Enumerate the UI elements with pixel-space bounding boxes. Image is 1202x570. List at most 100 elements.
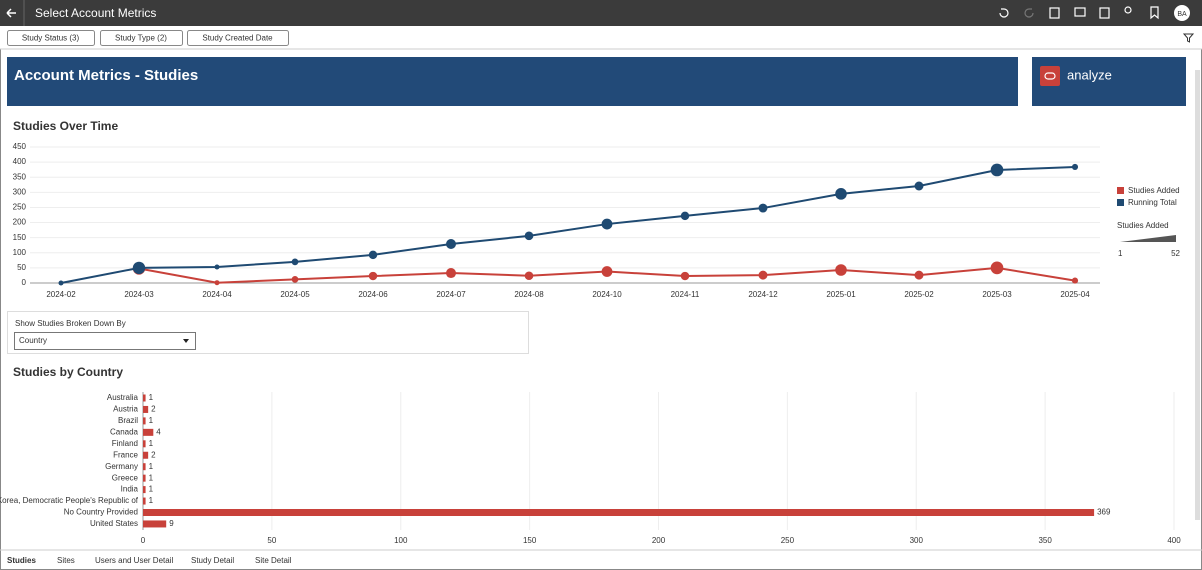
bar[interactable] <box>143 509 1095 516</box>
share-icon[interactable] <box>1124 6 1132 14</box>
y-tick-label: 350 <box>13 172 27 181</box>
size-legend-wedge <box>1120 235 1176 242</box>
point[interactable] <box>758 270 768 280</box>
bar[interactable] <box>143 417 146 425</box>
filter-button[interactable] <box>100 30 183 46</box>
x-tick-label: 2024-10 <box>592 290 622 299</box>
y-tick-label: Korea, Democratic People's Republic of <box>0 496 139 505</box>
point[interactable] <box>835 188 847 200</box>
point[interactable] <box>680 211 690 221</box>
breakdown-select[interactable] <box>14 332 196 350</box>
y-tick-label: No Country Provided <box>64 508 138 517</box>
point[interactable] <box>835 264 847 276</box>
y-tick-label: Canada <box>110 427 139 436</box>
bar[interactable] <box>143 486 146 494</box>
tab[interactable]: Sites <box>57 556 75 565</box>
point[interactable] <box>58 280 64 286</box>
undo-icon[interactable] <box>999 8 1009 18</box>
x-tick-label: 2024-05 <box>280 290 310 299</box>
filter-button[interactable] <box>187 30 289 46</box>
filter-label: Study Status (3) <box>22 34 80 43</box>
data-label: 1 <box>149 416 154 425</box>
point[interactable] <box>680 271 690 281</box>
logo-mark <box>1044 72 1056 80</box>
size-legend-min: 1 <box>1118 249 1123 258</box>
y-tick-label: Austria <box>113 405 138 414</box>
x-tick-label: 2024-04 <box>202 290 232 299</box>
point[interactable] <box>758 203 768 213</box>
data-label: 1 <box>149 485 154 494</box>
data-label: 1 <box>149 473 154 482</box>
x-tick-label: 0 <box>141 536 146 545</box>
point[interactable] <box>601 218 613 230</box>
avatar[interactable] <box>1174 5 1190 21</box>
bar[interactable] <box>143 463 146 471</box>
y-tick-label: 200 <box>13 218 27 227</box>
bar[interactable] <box>143 474 146 482</box>
avatar-initials: BA <box>1177 11 1187 18</box>
x-tick-label: 2024-08 <box>514 290 544 299</box>
tab[interactable]: Studies <box>7 556 36 565</box>
point[interactable] <box>445 268 457 279</box>
point[interactable] <box>214 280 220 286</box>
data-label: 1 <box>149 439 154 448</box>
tab[interactable]: Site Detail <box>255 556 292 565</box>
comment-icon[interactable] <box>1074 7 1086 17</box>
point[interactable] <box>524 271 534 281</box>
point[interactable] <box>1071 277 1079 284</box>
data-label: 2 <box>151 405 156 414</box>
y-tick-label: 450 <box>13 142 27 151</box>
point[interactable] <box>524 231 534 241</box>
bar[interactable] <box>143 520 167 528</box>
bar[interactable] <box>143 405 149 413</box>
bar[interactable] <box>143 497 146 505</box>
point[interactable] <box>1071 163 1079 170</box>
point[interactable] <box>368 250 378 260</box>
y-tick-label: France <box>113 450 138 459</box>
bar[interactable] <box>143 440 146 448</box>
chart-title: Studies Over Time <box>13 119 118 133</box>
point[interactable] <box>990 163 1004 177</box>
bar[interactable] <box>143 451 149 459</box>
y-tick-label: India <box>121 485 139 494</box>
x-tick-label: 2025-01 <box>826 290 856 299</box>
point[interactable] <box>601 266 613 277</box>
bar[interactable] <box>143 428 154 436</box>
bookmark-icon[interactable] <box>1150 6 1159 20</box>
filter-button[interactable] <box>7 30 95 46</box>
point[interactable] <box>990 261 1004 275</box>
tab[interactable]: Users and User Detail <box>95 556 173 565</box>
x-tick-label: 150 <box>523 536 537 545</box>
point[interactable] <box>914 181 924 191</box>
bar[interactable] <box>143 394 146 402</box>
point[interactable] <box>132 261 146 275</box>
dropdown-arrow <box>183 339 189 343</box>
x-tick-label: 400 <box>1167 536 1181 545</box>
x-tick-label: 2024-11 <box>671 290 700 299</box>
filter-label: Study Type (2) <box>115 34 167 43</box>
point[interactable] <box>291 258 299 266</box>
header-title: Select Account Metrics <box>35 6 156 20</box>
filter-icon[interactable] <box>1182 33 1195 43</box>
data-label: 4 <box>156 427 161 436</box>
banner-title: Account Metrics - Studies <box>14 67 198 84</box>
y-tick-label: 150 <box>13 233 27 242</box>
point[interactable] <box>214 264 220 270</box>
scrollbar[interactable] <box>1195 70 1200 520</box>
point[interactable] <box>914 270 924 280</box>
logo-mark <box>1040 66 1060 86</box>
point[interactable] <box>368 271 378 281</box>
tab[interactable]: Study Detail <box>191 556 234 565</box>
x-tick-label: 200 <box>652 536 666 545</box>
refresh-icon[interactable] <box>1049 7 1060 19</box>
point[interactable] <box>291 276 299 283</box>
back-button[interactable] <box>6 8 16 18</box>
export-icon[interactable] <box>1099 7 1110 19</box>
y-tick-label: 300 <box>13 187 27 196</box>
header-bar <box>0 0 1202 26</box>
size-legend-max: 52 <box>1171 249 1180 258</box>
x-tick-label: 250 <box>781 536 795 545</box>
data-label: 1 <box>149 496 154 505</box>
point[interactable] <box>445 239 457 250</box>
